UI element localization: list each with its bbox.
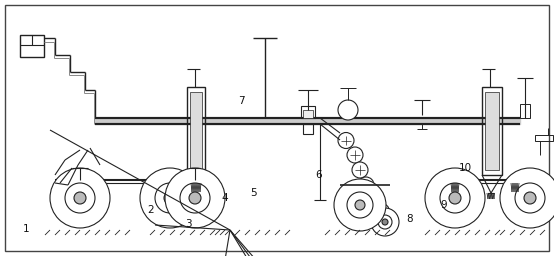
Circle shape (338, 100, 358, 120)
Circle shape (164, 192, 176, 204)
Circle shape (65, 183, 95, 213)
Circle shape (382, 219, 388, 225)
Circle shape (515, 183, 545, 213)
Text: 5: 5 (250, 188, 257, 198)
Text: 9: 9 (440, 200, 447, 210)
Circle shape (440, 183, 470, 213)
Bar (535, 135, 553, 141)
Bar (485, 92, 499, 170)
Circle shape (165, 168, 225, 228)
Circle shape (373, 204, 389, 219)
Bar (187, 87, 205, 175)
Circle shape (338, 133, 354, 148)
Text: 1: 1 (23, 224, 30, 234)
Text: 2: 2 (147, 205, 154, 215)
Circle shape (500, 168, 554, 228)
Text: 10: 10 (459, 163, 472, 173)
Circle shape (347, 192, 373, 218)
Circle shape (50, 168, 110, 228)
Circle shape (352, 162, 368, 178)
Bar (482, 87, 502, 175)
Bar (520, 104, 530, 118)
Circle shape (366, 190, 382, 207)
Bar (301, 106, 315, 118)
Circle shape (358, 177, 374, 193)
Circle shape (378, 215, 392, 229)
Circle shape (189, 192, 201, 204)
Bar (303, 110, 313, 118)
Circle shape (180, 183, 210, 213)
Circle shape (347, 147, 363, 163)
Bar (303, 124, 313, 134)
Circle shape (524, 192, 536, 204)
Circle shape (425, 168, 485, 228)
Circle shape (155, 183, 185, 213)
Text: 4: 4 (221, 193, 228, 204)
Circle shape (140, 168, 200, 228)
Text: 8: 8 (407, 214, 413, 224)
Bar (20, 35, 44, 57)
Text: 7: 7 (238, 96, 244, 106)
Bar (190, 92, 202, 170)
Text: 3: 3 (185, 219, 192, 229)
Circle shape (371, 208, 399, 236)
Text: 6: 6 (315, 170, 322, 180)
Circle shape (449, 192, 461, 204)
Circle shape (334, 179, 386, 231)
Circle shape (74, 192, 86, 204)
Circle shape (355, 200, 365, 210)
